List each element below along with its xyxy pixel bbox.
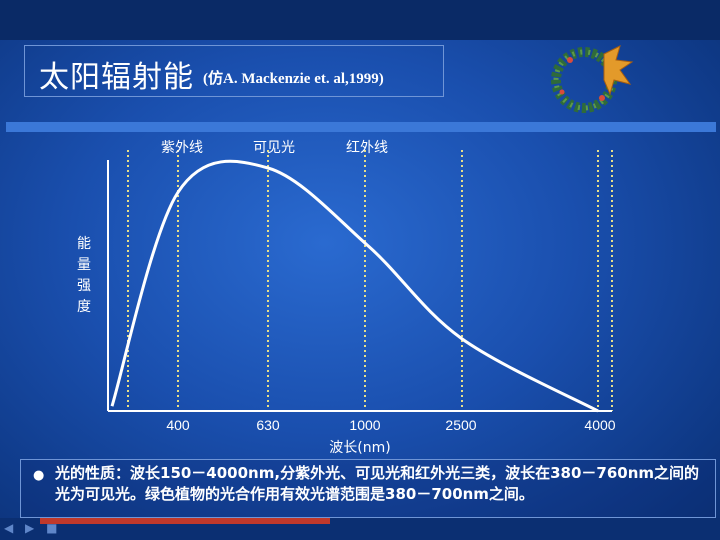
- y-axis-label-char: 强: [77, 278, 91, 294]
- note-box: ● 光的性质：波长150－4000nm,分紫外光、可见光和红外光三类，波长在38…: [20, 459, 716, 518]
- holly-wreath-icon: [551, 45, 634, 113]
- y-axis-label-char: 度: [77, 299, 91, 315]
- region-label: 紫外线: [161, 140, 203, 156]
- page-title: 太阳辐射能: [39, 60, 194, 95]
- guide-lines: [127, 150, 613, 411]
- y-axis-label: 能量强度: [74, 234, 94, 318]
- x-tick-label: 4000: [584, 417, 615, 433]
- region-label: 可见光: [253, 140, 295, 156]
- x-tick-label: 2500: [445, 417, 476, 433]
- region-labels: 紫外线 可见光 红外线: [161, 140, 388, 156]
- page-subtitle: (仿A. Mackenzie et. al,1999): [203, 71, 384, 87]
- bullet-dot-icon: ●: [33, 468, 45, 483]
- slide-nav-icons[interactable]: ◀ ▶ ■: [4, 521, 62, 535]
- title-box: 太阳辐射能 (仿A. Mackenzie et. al,1999): [24, 45, 444, 97]
- region-label: 红外线: [346, 140, 388, 156]
- top-strip: [0, 0, 720, 40]
- y-axis-label-char: 能: [77, 236, 91, 252]
- x-tick-label: 400: [166, 417, 190, 433]
- y-axis-label-char: 量: [77, 257, 91, 273]
- bottom-accent-bar: [40, 518, 330, 524]
- x-tick-label: 630: [256, 417, 280, 433]
- x-tick-label: 1000: [349, 417, 380, 433]
- x-axis-label: 波长(nm): [329, 440, 390, 456]
- x-tick-labels: 400 630 1000 2500 4000: [166, 417, 615, 433]
- series-line: [110, 159, 599, 413]
- note-text: 光的性质：波长150－4000nm,分紫外光、可见光和红外光三类，波长在380－…: [55, 464, 699, 503]
- band-bar: [6, 122, 716, 132]
